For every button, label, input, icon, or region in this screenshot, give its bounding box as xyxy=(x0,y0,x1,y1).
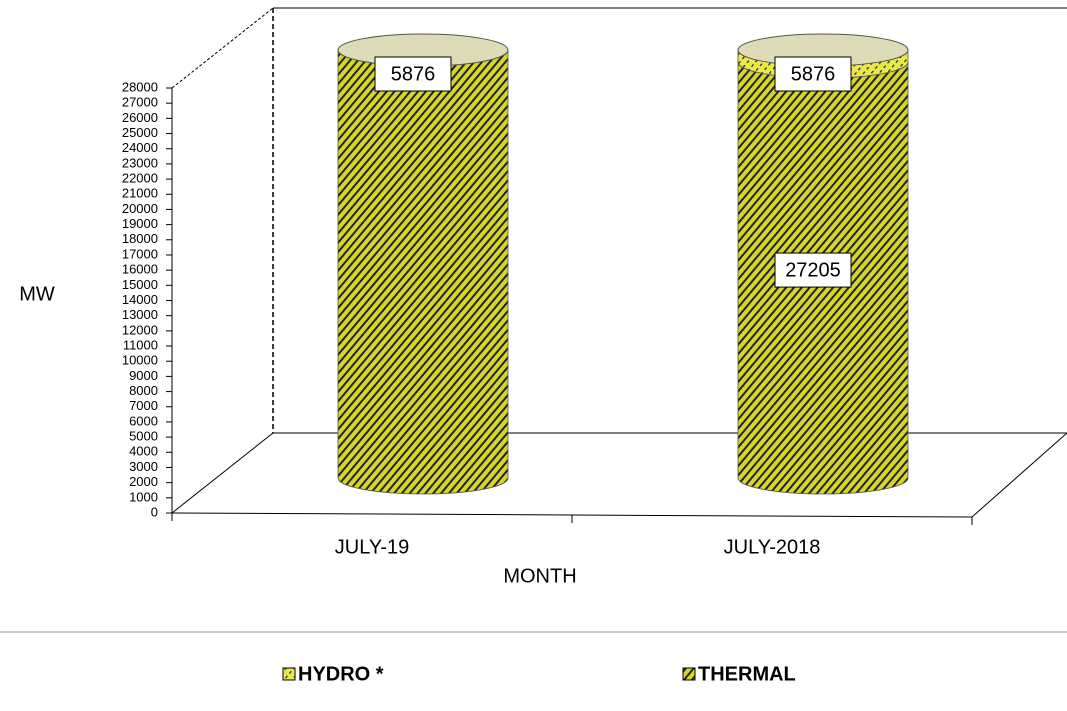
value-label-box xyxy=(774,252,852,288)
legend-label: THERMAL xyxy=(698,663,796,685)
y-tick-label: 18000 xyxy=(122,231,158,246)
x-tick-label: JULY-2018 xyxy=(724,536,821,558)
value-label-box xyxy=(774,56,852,92)
side-wall-top xyxy=(171,7,274,89)
value-label-box xyxy=(374,56,452,92)
y-tick-label: 8000 xyxy=(129,383,158,398)
value-label: 27205 xyxy=(785,259,841,281)
legend-label: HYDRO * xyxy=(298,663,384,685)
cylinder-segment xyxy=(337,50,509,495)
floor-front xyxy=(171,432,1067,518)
y-tick-label: 22000 xyxy=(122,171,158,186)
legend-swatch xyxy=(682,667,696,681)
y-tick-label: 4000 xyxy=(129,444,158,459)
y-tick-label: 17000 xyxy=(122,246,158,261)
y-tick-label: 23000 xyxy=(122,155,158,170)
y-tick-label: 13000 xyxy=(122,307,158,322)
x-tick-label: JULY-19 xyxy=(335,536,410,558)
y-tick-label: 10000 xyxy=(122,353,158,368)
y-tick-label: 1000 xyxy=(129,489,158,504)
floor-back xyxy=(171,432,1067,514)
y-tick-label: 15000 xyxy=(122,277,158,292)
y-tick-label: 7000 xyxy=(129,398,158,413)
y-tick-label: 9000 xyxy=(129,368,158,383)
y-tick-label: 20000 xyxy=(122,201,158,216)
y-tick-label: 3000 xyxy=(129,459,158,474)
y-tick-label: 25000 xyxy=(122,125,158,140)
x-axis-title: MONTH xyxy=(503,565,576,587)
y-axis-title: MW xyxy=(19,283,55,305)
y-tick-label: 27000 xyxy=(122,95,158,110)
legend-swatch xyxy=(282,667,296,681)
y-tick-label: 28000 xyxy=(122,79,158,94)
y-tick-label: 21000 xyxy=(122,186,158,201)
y-tick-label: 5000 xyxy=(129,429,158,444)
y-tick-label: 26000 xyxy=(122,110,158,125)
y-tick-label: 24000 xyxy=(122,140,158,155)
y-tick-label: 12000 xyxy=(122,322,158,337)
y-tick-label: 19000 xyxy=(122,216,158,231)
y-tick-label: 16000 xyxy=(122,262,158,277)
value-label: 5876 xyxy=(391,63,436,85)
y-tick-label: 2000 xyxy=(129,474,158,489)
y-tick-label: 6000 xyxy=(129,413,158,428)
value-label: 5876 xyxy=(791,63,836,85)
y-tick-label: 11000 xyxy=(123,337,158,352)
y-tick-label: 0 xyxy=(151,504,158,519)
y-tick-label: 14000 xyxy=(122,292,158,307)
